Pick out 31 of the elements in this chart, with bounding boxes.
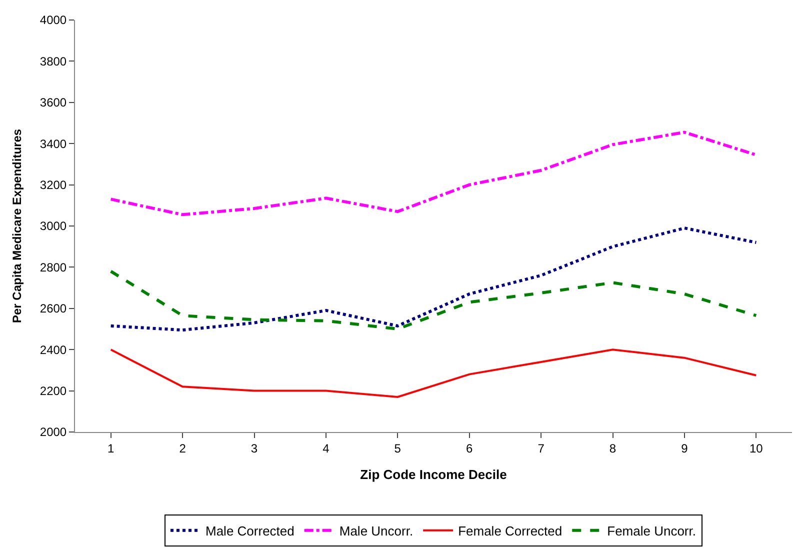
x-tick-label: 8: [609, 441, 616, 456]
x-tick-label: 3: [250, 441, 258, 456]
legend-label: Female Corrected: [458, 523, 562, 538]
x-tick-label: 2: [179, 441, 186, 456]
legend-label: Male Uncorr.: [339, 523, 414, 538]
y-tick-label: 3400: [40, 136, 67, 151]
line-series: [109, 226, 758, 332]
x-tick-label: 4: [322, 441, 330, 456]
x-tick-label: 9: [681, 441, 688, 456]
line-series: [109, 130, 758, 216]
x-tick-label: 5: [394, 441, 402, 456]
y-tick-label: 2800: [40, 260, 67, 274]
y-tick-label: 4000: [40, 13, 67, 28]
y-tick-label: 2600: [40, 302, 67, 316]
x-tick-label: 10: [749, 441, 764, 456]
x-axis-title: Zip Code Income Decile: [360, 467, 507, 482]
x-tick-label: 7: [538, 441, 545, 456]
y-axis-title: Per Capita Medicare Expenditures: [10, 128, 24, 324]
x-tick-label: 1: [108, 441, 115, 456]
y-tick-label: 2200: [40, 384, 67, 398]
y-tick-label: 3800: [40, 54, 67, 68]
y-tick-label: 2000: [40, 425, 67, 440]
line-series: [109, 270, 758, 330]
y-tick-label: 2400: [40, 342, 67, 357]
line-series: [110, 348, 758, 398]
y-tick-label: 3000: [40, 219, 67, 234]
x-tick-label: 6: [466, 441, 474, 456]
y-tick-label: 3600: [40, 96, 67, 110]
legend-label: Male Corrected: [206, 523, 294, 538]
legend-label: Female Uncorr.: [607, 523, 696, 538]
y-tick-label: 3200: [40, 178, 67, 192]
